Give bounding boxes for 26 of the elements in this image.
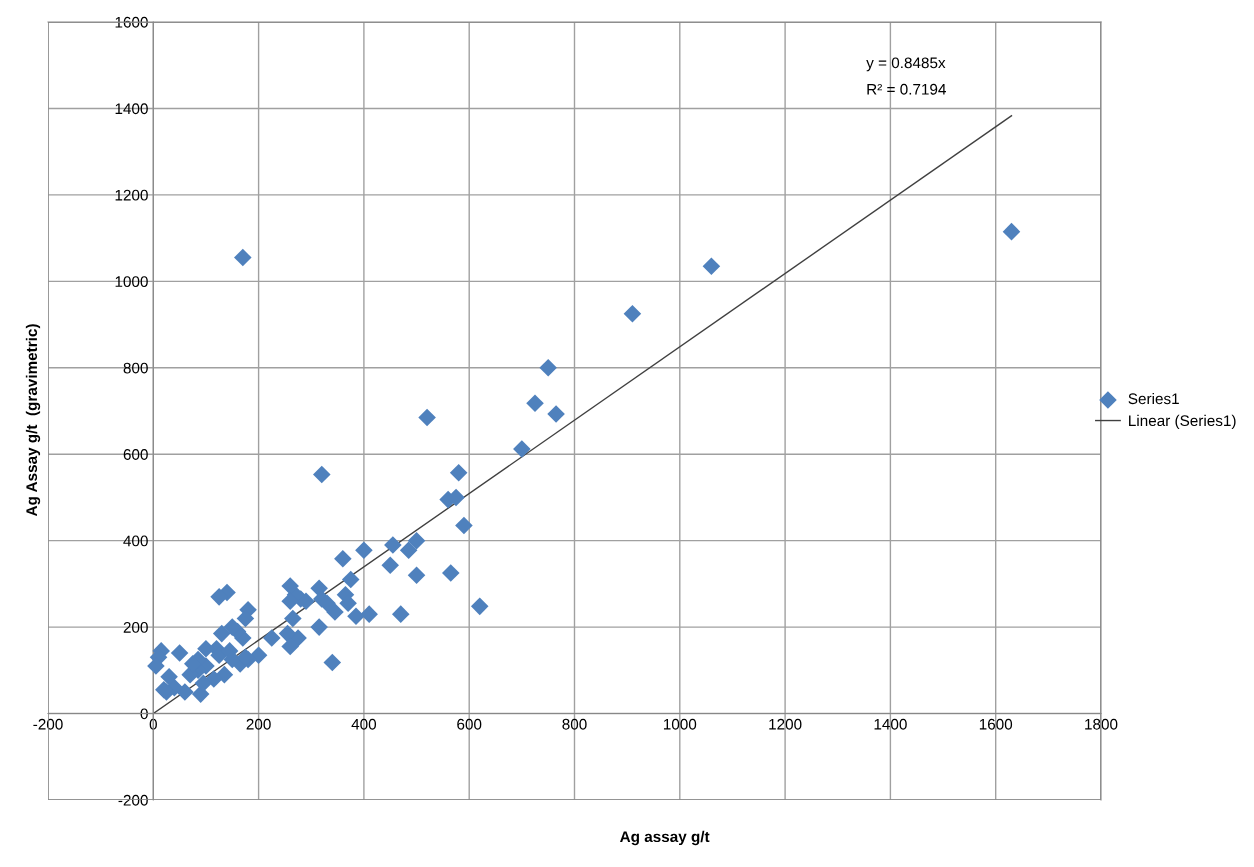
x-tick-label: 800 — [562, 718, 587, 730]
y-axis-title: Ag Assay g/t (gravimetric) — [25, 324, 41, 517]
x-tick-label: 1800 — [1085, 718, 1118, 730]
y-tick-label: 400 — [123, 535, 148, 547]
y-tick-label: 600 — [123, 449, 148, 460]
x-tick-label: -200 — [33, 718, 63, 730]
y-tick-label: 1000 — [115, 276, 148, 288]
x-tick-label: 400 — [351, 718, 377, 730]
x-tick-label: 200 — [246, 718, 271, 730]
y-tick-label: -200 — [118, 794, 148, 806]
annotation: y = 0.8485x — [866, 57, 946, 72]
x-axis-title: Ag assay g/t — [620, 830, 710, 846]
x-tick-label: 1600 — [979, 718, 1013, 730]
x-tick-label: 600 — [457, 718, 482, 730]
y-tick-label: 1200 — [115, 189, 148, 201]
x-tick-label: 1200 — [769, 718, 802, 730]
x-tick-label: 1000 — [663, 718, 697, 730]
y-tick-label: 1400 — [115, 103, 148, 115]
legend-label: Series1 — [1128, 392, 1179, 405]
x-tick-label: 1400 — [874, 718, 907, 730]
legend-label: Linear (Series1) — [1129, 414, 1236, 430]
y-tick-label: 1600 — [115, 16, 148, 28]
y-tick-label: 200 — [123, 621, 148, 633]
x-tick-label: 0 — [149, 718, 157, 730]
annotation: R² = 0.7194 — [867, 83, 946, 95]
y-tick-label: 800 — [123, 362, 148, 374]
